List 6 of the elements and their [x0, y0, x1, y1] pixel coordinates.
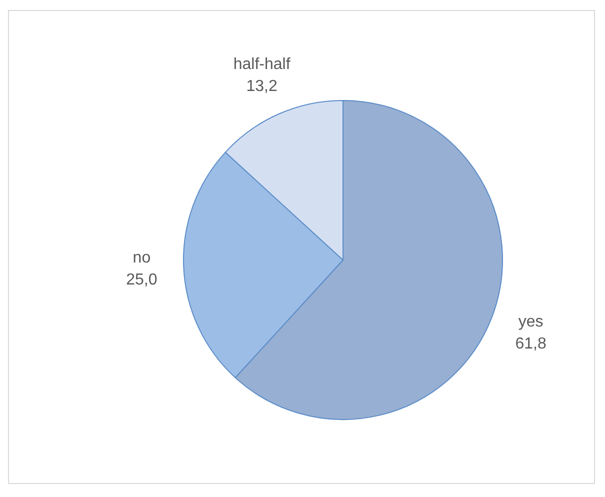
data-label: 25,0 [126, 271, 158, 288]
slice-label: yes [518, 313, 544, 330]
slice-label: no [132, 249, 151, 266]
slice-label: half-half [233, 56, 291, 73]
data-label: 61,8 [515, 335, 546, 352]
data-label: 13,2 [246, 78, 278, 95]
